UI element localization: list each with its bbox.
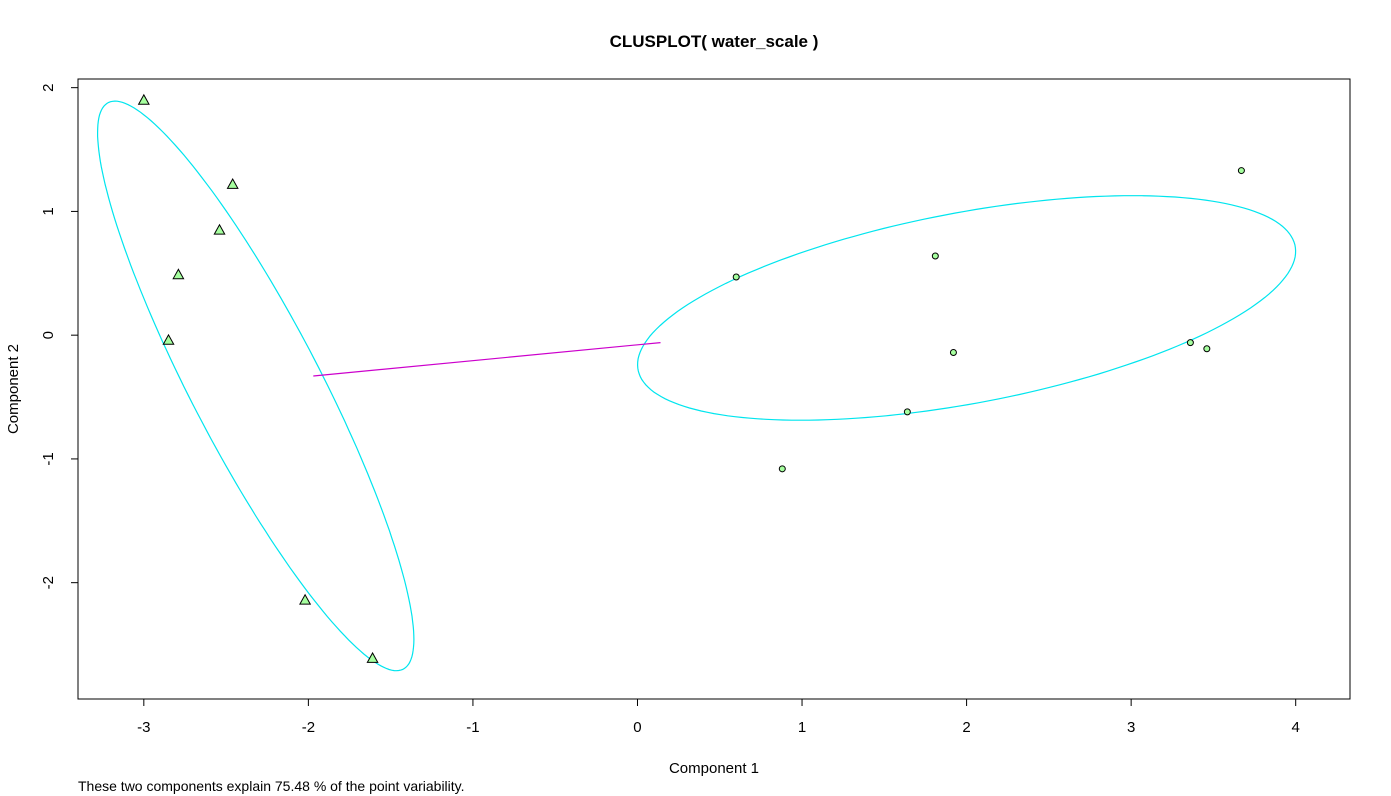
y-tick-label: -1 <box>40 452 57 465</box>
y-tick-label: 0 <box>40 331 57 339</box>
cluster-ellipse-1 <box>97 100 415 672</box>
triangle-point <box>366 651 379 663</box>
x-tick-label: -1 <box>466 719 479 736</box>
cluster-connectors <box>313 341 661 377</box>
x-axis-label: Component 1 <box>669 760 759 777</box>
x-tick-label: 0 <box>633 719 641 736</box>
circle-point <box>1237 167 1245 175</box>
x-tick-label: -3 <box>137 719 150 736</box>
plot-frame <box>77 78 1351 700</box>
triangle-point <box>299 593 312 605</box>
y-tick-label: 1 <box>40 207 57 215</box>
variability-caption: These two components explain 75.48 % of … <box>78 778 465 794</box>
circle-point <box>778 465 786 473</box>
cluster-connector-line <box>313 341 661 377</box>
x-tick-label: 4 <box>1292 719 1300 736</box>
circle-point <box>931 252 939 260</box>
x-tick-label: 3 <box>1127 719 1135 736</box>
y-tick-label: -2 <box>40 576 57 589</box>
data-points <box>137 93 1245 663</box>
circle-point <box>1186 339 1194 347</box>
y-axis-label: Component 2 <box>5 344 22 434</box>
circle-point <box>949 348 957 356</box>
x-tick-label: 2 <box>962 719 970 736</box>
circle-point <box>732 273 740 281</box>
triangle-point <box>226 177 239 189</box>
circle-point <box>903 408 911 416</box>
cluster-ellipse-2 <box>636 195 1297 421</box>
chart-title: CLUSPLOT( water_scale ) <box>610 32 819 51</box>
triangle-point <box>172 268 185 280</box>
x-tick-label: 1 <box>798 719 806 736</box>
y-axis: -2 -1 0 1 2 <box>40 83 79 589</box>
x-axis: -3 -2 -1 0 1 2 3 4 <box>137 698 1300 736</box>
triangle-point <box>213 223 226 235</box>
cluster-ellipses <box>97 100 1297 672</box>
y-tick-label: 2 <box>40 83 57 91</box>
triangle-point <box>137 93 150 105</box>
triangle-point <box>162 333 175 345</box>
x-tick-label: -2 <box>302 719 315 736</box>
circle-point <box>1203 345 1211 353</box>
